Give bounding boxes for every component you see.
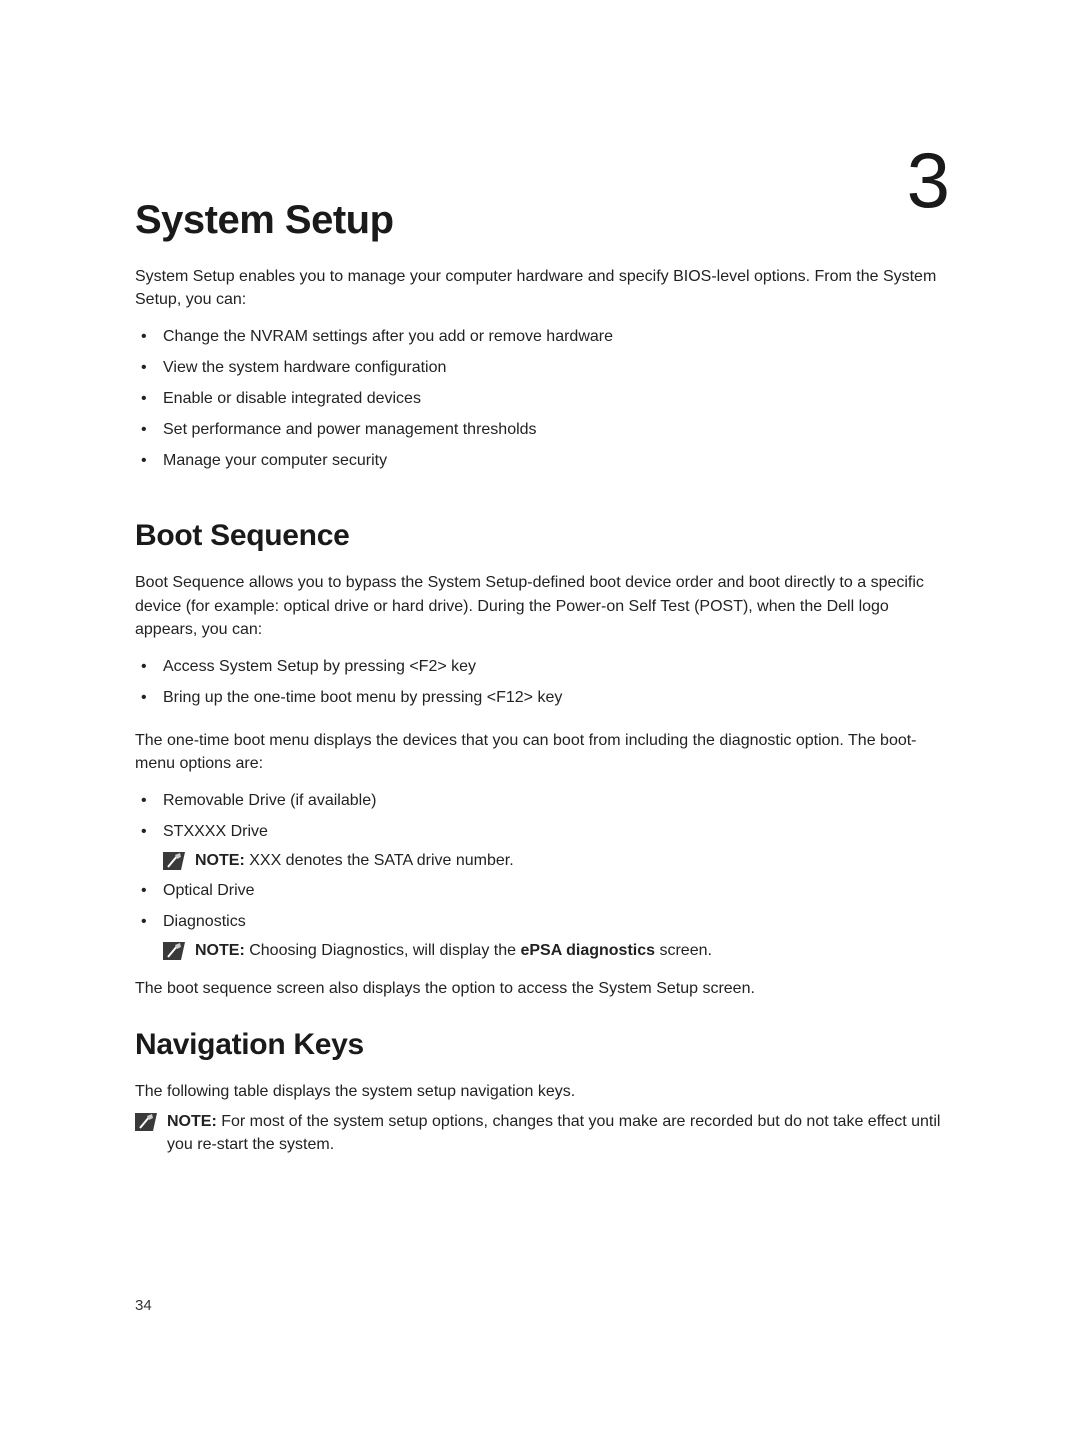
list-item: Bring up the one-time boot menu by press… — [135, 686, 945, 711]
boot-seq-list-1: Access System Setup by pressing <F2> key… — [135, 655, 945, 711]
note-label: NOTE: — [195, 942, 249, 959]
boot-seq-para-2: The one-time boot menu displays the devi… — [135, 729, 945, 775]
list-item: Access System Setup by pressing <F2> key — [135, 655, 945, 680]
note-icon — [163, 852, 185, 870]
note-row: NOTE: XXX denotes the SATA drive number. — [163, 850, 945, 872]
note-icon — [163, 942, 185, 960]
list-item: Change the NVRAM settings after you add … — [135, 325, 945, 350]
navigation-keys-heading: Navigation Keys — [135, 1028, 945, 1062]
list-item: Set performance and power management thr… — [135, 418, 945, 443]
note-body: XXX denotes the SATA drive number. — [249, 852, 513, 869]
intro-paragraph: System Setup enables you to manage your … — [135, 265, 945, 311]
list-item: Manage your computer security — [135, 449, 945, 474]
page-title: System Setup — [135, 198, 945, 243]
note-body: For most of the system setup options, ch… — [167, 1113, 940, 1152]
list-item: View the system hardware configuration — [135, 356, 945, 381]
chapter-number: 3 — [907, 135, 950, 226]
list-item-label: STXXXX Drive — [163, 823, 268, 840]
note-body-pre: Choosing Diagnostics, will display the — [249, 942, 520, 959]
boot-seq-list-2: Removable Drive (if available) STXXXX Dr… — [135, 789, 945, 963]
note-body-post: screen. — [655, 942, 712, 959]
list-item-label: Diagnostics — [163, 913, 246, 930]
boot-seq-para-3: The boot sequence screen also displays t… — [135, 977, 945, 1000]
page-number: 34 — [135, 1297, 152, 1314]
note-row: NOTE: For most of the system setup optio… — [135, 1111, 945, 1156]
intro-bullet-list: Change the NVRAM settings after you add … — [135, 325, 945, 473]
boot-sequence-heading: Boot Sequence — [135, 519, 945, 553]
note-icon — [135, 1113, 157, 1131]
list-item: Diagnostics NOTE: Choosing Diagnostics, … — [135, 910, 945, 963]
page: 3 System Setup System Setup enables you … — [0, 0, 1080, 1434]
list-item: Enable or disable integrated devices — [135, 387, 945, 412]
note-row: NOTE: Choosing Diagnostics, will display… — [163, 940, 945, 962]
boot-seq-para-1: Boot Sequence allows you to bypass the S… — [135, 571, 945, 641]
note-body-bold: ePSA diagnostics — [520, 942, 655, 959]
list-item: Removable Drive (if available) — [135, 789, 945, 814]
note-label: NOTE: — [195, 852, 249, 869]
note-text: NOTE: XXX denotes the SATA drive number. — [195, 850, 514, 872]
note-label: NOTE: — [167, 1113, 221, 1130]
nav-keys-para: The following table displays the system … — [135, 1080, 945, 1103]
list-item: Optical Drive — [135, 879, 945, 904]
note-text: NOTE: For most of the system setup optio… — [167, 1111, 945, 1156]
list-item: STXXXX Drive NOTE: XXX denotes the SATA … — [135, 820, 945, 873]
note-text: NOTE: Choosing Diagnostics, will display… — [195, 940, 712, 962]
